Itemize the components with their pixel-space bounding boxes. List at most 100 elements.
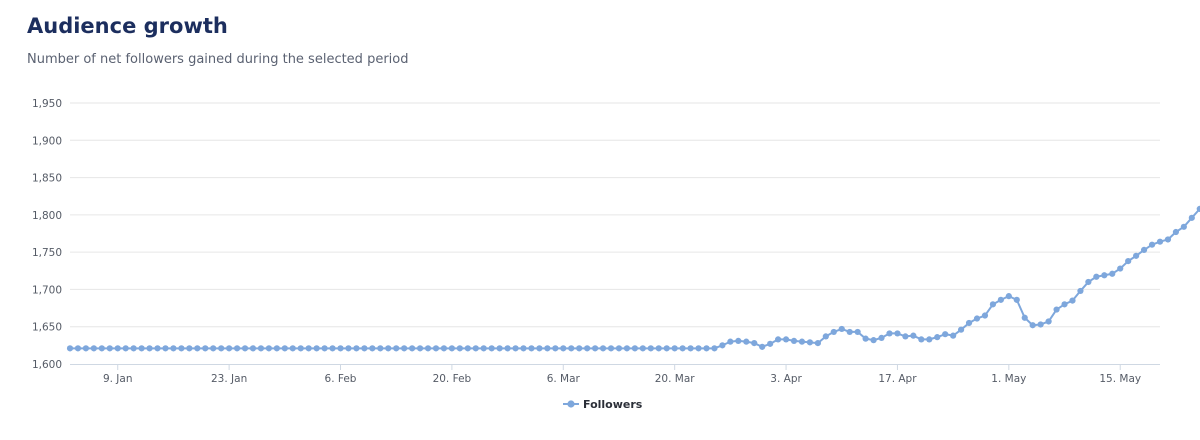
data-point[interactable]: [114, 345, 121, 352]
data-point[interactable]: [1140, 246, 1148, 254]
data-point[interactable]: [512, 345, 519, 352]
legend-label-followers[interactable]: Followers: [583, 398, 643, 411]
data-point[interactable]: [790, 337, 798, 344]
data-point[interactable]: [401, 345, 408, 352]
data-point[interactable]: [1164, 236, 1172, 243]
data-point[interactable]: [695, 345, 702, 352]
data-point[interactable]: [297, 345, 304, 352]
data-point[interactable]: [130, 345, 137, 352]
data-point[interactable]: [233, 345, 241, 352]
data-point[interactable]: [361, 345, 368, 352]
data-point[interactable]: [663, 345, 670, 352]
data-point[interactable]: [289, 345, 296, 352]
data-point[interactable]: [226, 345, 233, 352]
data-point[interactable]: [743, 338, 750, 345]
data-point[interactable]: [886, 330, 893, 337]
data-point[interactable]: [138, 345, 145, 352]
data-point[interactable]: [1053, 306, 1060, 313]
data-point[interactable]: [90, 345, 97, 352]
data-point[interactable]: [544, 345, 551, 352]
data-point[interactable]: [957, 326, 965, 333]
data-point[interactable]: [854, 328, 861, 336]
data-point[interactable]: [1148, 241, 1156, 248]
data-point[interactable]: [1069, 297, 1076, 304]
data-point[interactable]: [767, 340, 774, 347]
data-point[interactable]: [337, 345, 344, 352]
data-point[interactable]: [377, 345, 384, 352]
data-point[interactable]: [989, 301, 997, 308]
data-point[interactable]: [424, 345, 432, 352]
data-point[interactable]: [345, 345, 352, 352]
data-point[interactable]: [1172, 228, 1180, 236]
data-point[interactable]: [528, 345, 535, 352]
data-point[interactable]: [1133, 252, 1140, 259]
data-point[interactable]: [1196, 205, 1200, 212]
data-point[interactable]: [1101, 272, 1108, 279]
data-point[interactable]: [775, 336, 782, 343]
data-point[interactable]: [655, 345, 662, 352]
data-point[interactable]: [814, 340, 821, 347]
data-point[interactable]: [942, 331, 949, 338]
data-point[interactable]: [305, 345, 312, 352]
data-point[interactable]: [464, 345, 471, 352]
data-point[interactable]: [934, 334, 941, 341]
data-point[interactable]: [1156, 238, 1164, 245]
data-point[interactable]: [281, 345, 288, 352]
data-point[interactable]: [735, 337, 742, 344]
data-point[interactable]: [950, 332, 957, 339]
data-point[interactable]: [393, 345, 400, 352]
data-point[interactable]: [1188, 214, 1195, 221]
data-point[interactable]: [249, 345, 257, 352]
data-point[interactable]: [560, 345, 567, 352]
data-point[interactable]: [926, 336, 933, 343]
series-followers[interactable]: [66, 140, 1200, 352]
data-point[interactable]: [838, 325, 845, 333]
data-point[interactable]: [830, 328, 837, 336]
data-point[interactable]: [806, 339, 814, 346]
data-point[interactable]: [480, 345, 487, 352]
data-point[interactable]: [385, 345, 392, 352]
data-point[interactable]: [321, 345, 328, 352]
data-point[interactable]: [241, 345, 249, 352]
data-point[interactable]: [607, 345, 615, 352]
data-point[interactable]: [1029, 322, 1036, 329]
data-point[interactable]: [910, 332, 917, 339]
data-point[interactable]: [353, 345, 360, 352]
data-point[interactable]: [902, 333, 909, 340]
data-point[interactable]: [1013, 296, 1020, 303]
data-point[interactable]: [416, 345, 424, 352]
data-point[interactable]: [703, 345, 710, 352]
data-point[interactable]: [440, 345, 448, 352]
data-point[interactable]: [170, 345, 177, 352]
data-point[interactable]: [456, 345, 463, 352]
data-point[interactable]: [265, 345, 273, 352]
data-point[interactable]: [1180, 223, 1187, 230]
legend[interactable]: Followers: [563, 398, 643, 411]
data-point[interactable]: [711, 345, 718, 352]
data-point[interactable]: [997, 296, 1004, 303]
data-point[interactable]: [1109, 270, 1116, 277]
data-point[interactable]: [329, 345, 336, 352]
data-point[interactable]: [727, 338, 734, 345]
data-point[interactable]: [218, 345, 225, 352]
data-point[interactable]: [782, 336, 790, 343]
data-point[interactable]: [576, 345, 583, 352]
data-point[interactable]: [496, 345, 503, 352]
data-point[interactable]: [210, 345, 217, 352]
data-point[interactable]: [568, 345, 575, 352]
data-point[interactable]: [472, 345, 479, 352]
data-point[interactable]: [1061, 301, 1068, 308]
data-point[interactable]: [592, 345, 599, 352]
data-point[interactable]: [98, 345, 105, 352]
data-point[interactable]: [488, 345, 495, 352]
data-point[interactable]: [257, 345, 265, 352]
data-point[interactable]: [520, 345, 527, 352]
data-point[interactable]: [432, 345, 440, 352]
data-point[interactable]: [647, 345, 654, 352]
data-point[interactable]: [894, 330, 901, 337]
data-point[interactable]: [631, 345, 638, 352]
data-point[interactable]: [409, 345, 416, 352]
data-point[interactable]: [154, 345, 161, 352]
data-point[interactable]: [552, 345, 559, 352]
data-point[interactable]: [623, 345, 631, 352]
